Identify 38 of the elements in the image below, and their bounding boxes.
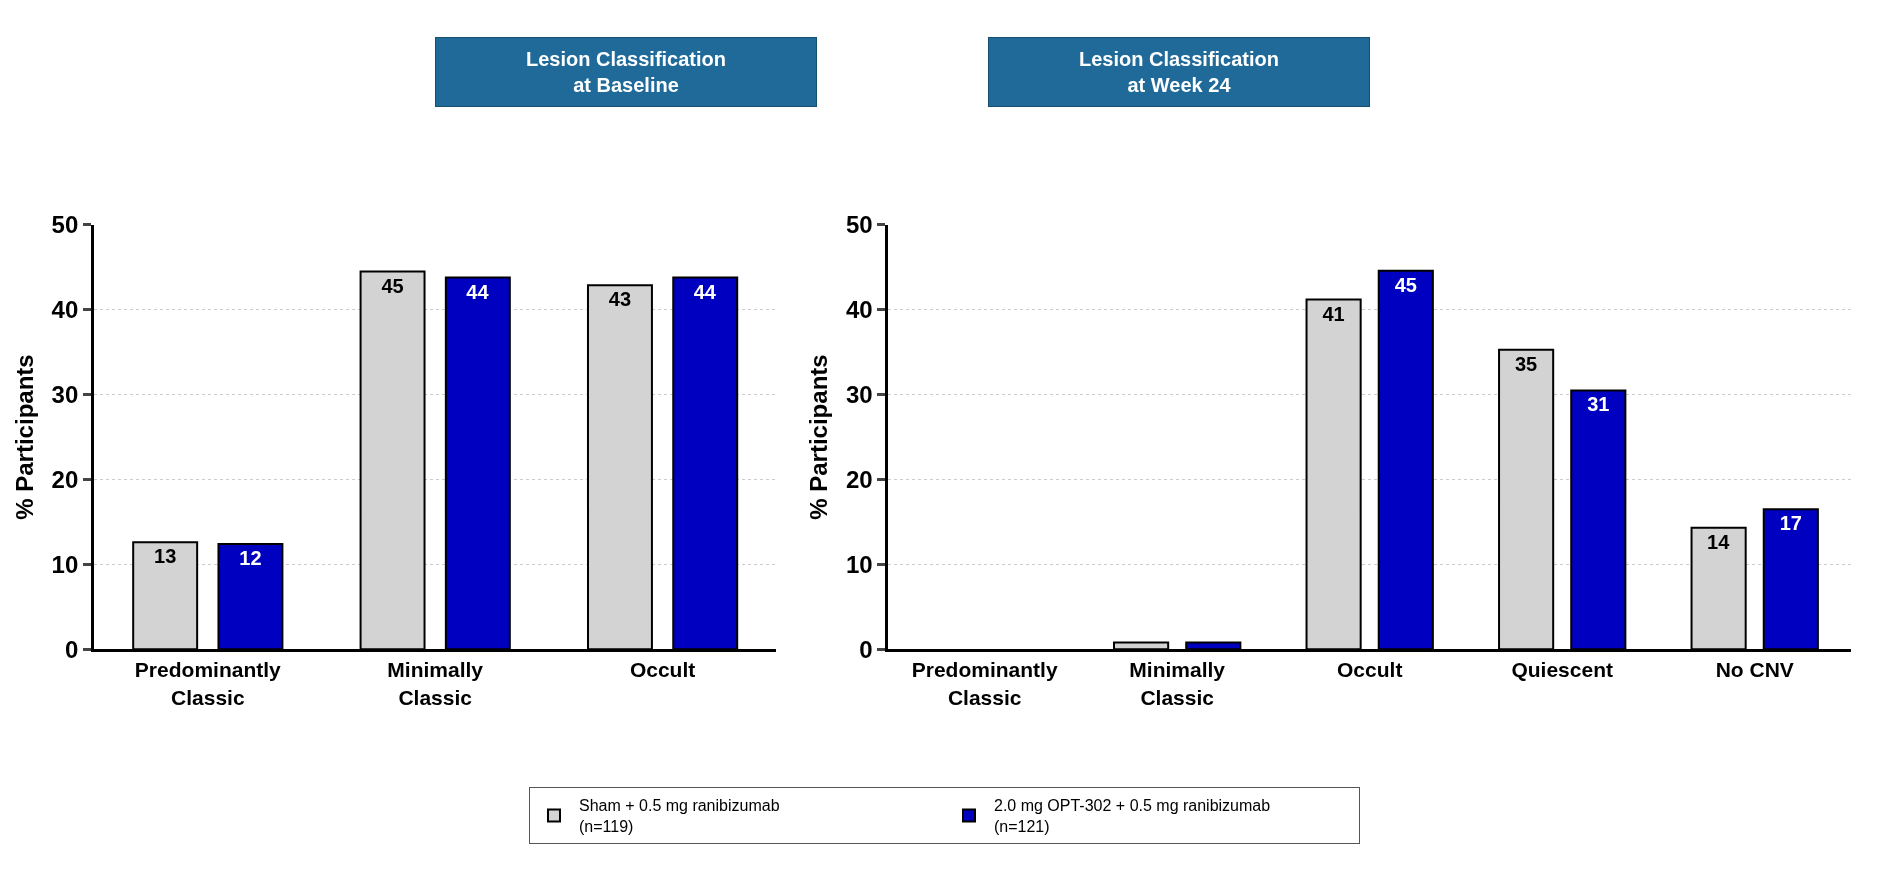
y-tick-label: 20 xyxy=(51,465,79,493)
y-tick-label: 50 xyxy=(51,211,79,239)
data-label: 44 xyxy=(693,280,717,303)
x-tick-label: Minimally Classic xyxy=(387,658,484,709)
chart-title: Lesion Classification at Week 24 xyxy=(1078,48,1280,96)
data-label: 13 xyxy=(154,545,177,568)
data-label: 12 xyxy=(239,547,262,569)
y-axis-title: % Participants xyxy=(805,354,833,520)
x-tick-label: Predominantly Classic xyxy=(134,658,282,709)
legend-label: 2.0 mg OPT-302 + 0.5 mg ranibizumab (n=121) xyxy=(994,797,1271,836)
y-tick-label: 20 xyxy=(845,465,873,493)
x-tick-label: Occult xyxy=(629,658,696,682)
y-tick-label: 0 xyxy=(64,635,79,663)
legend-label: Sham + 0.5 mg ranibizumab (n=119) xyxy=(579,797,780,836)
chart-title: Lesion Classification at Baseline xyxy=(525,48,727,96)
x-tick-label: Occult xyxy=(1337,658,1403,682)
data-label: 45 xyxy=(1394,273,1417,296)
y-tick-label: 10 xyxy=(845,550,873,578)
x-tick-label: No CNV xyxy=(1715,658,1794,682)
y-tick-label: 40 xyxy=(845,296,873,324)
data-label: 43 xyxy=(608,288,632,311)
x-tick-label: Quiescent xyxy=(1511,658,1613,682)
y-tick-label: 0 xyxy=(859,635,873,663)
data-label: 41 xyxy=(1322,302,1345,325)
y-tick-label: 50 xyxy=(845,211,873,239)
y-tick-label: 40 xyxy=(51,296,79,324)
data-label: 14 xyxy=(1707,530,1731,553)
y-tick-label: 30 xyxy=(51,381,79,409)
y-tick-label: 30 xyxy=(845,381,873,409)
data-label: 45 xyxy=(381,274,404,297)
x-tick-label: Predominantly Classic xyxy=(911,658,1058,709)
x-tick-label: Minimally Classic xyxy=(1129,658,1226,709)
y-tick-label: 10 xyxy=(51,550,79,578)
data-label: 35 xyxy=(1514,352,1538,375)
data-label: 31 xyxy=(1587,393,1610,416)
y-axis-title: % Participants xyxy=(10,354,38,520)
data-label: 44 xyxy=(466,280,490,303)
data-label: 17 xyxy=(1779,512,1802,535)
